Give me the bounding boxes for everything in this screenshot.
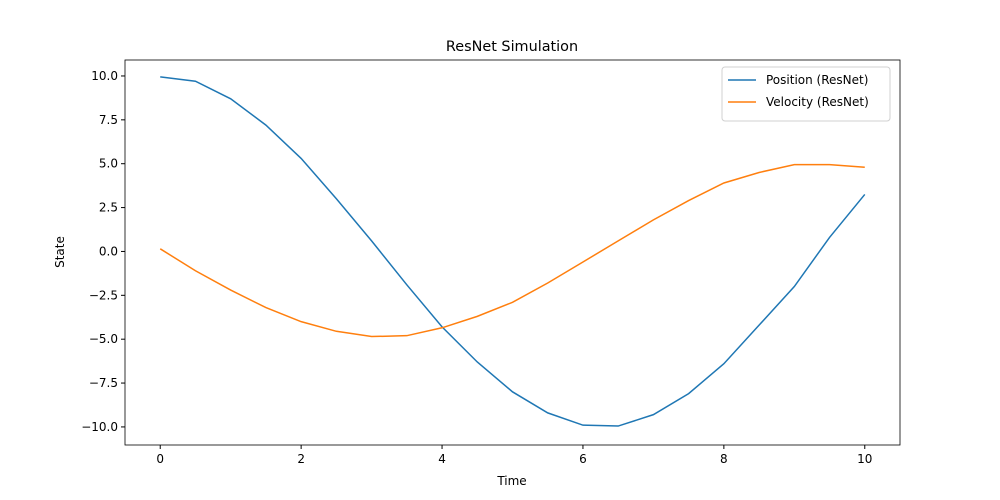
- y-tick-label: −10.0: [81, 420, 118, 434]
- line-series: [159, 163, 865, 338]
- x-tick-label: 0: [156, 452, 164, 466]
- x-tick-label: 6: [579, 452, 587, 466]
- y-tick-label: 10.0: [91, 69, 118, 83]
- legend-label: Velocity (ResNet): [766, 95, 869, 109]
- legend-label: Position (ResNet): [766, 73, 868, 87]
- y-tick-label: −7.5: [89, 376, 118, 390]
- x-axis-label: Time: [496, 474, 526, 488]
- y-tick-label: 0.0: [99, 244, 118, 258]
- y-tick-label: −2.5: [89, 288, 118, 302]
- x-tick-label: 8: [720, 452, 728, 466]
- y-tick-label: 7.5: [99, 113, 118, 127]
- chart-title: ResNet Simulation: [446, 39, 578, 55]
- plot-frame: [124, 59, 901, 446]
- y-tick-label: 5.0: [99, 157, 118, 171]
- legend-box: [721, 66, 891, 122]
- y-axis-label: State: [53, 236, 67, 268]
- x-tick-label: 10: [857, 452, 872, 466]
- y-tick-label: 2.5: [99, 201, 118, 215]
- line-series: [160, 76, 866, 427]
- y-tick-label: −5.0: [89, 332, 118, 346]
- x-tick-label: 2: [297, 452, 305, 466]
- legend: Position (ResNet) Velocity (ResNet): [721, 66, 891, 122]
- x-tick-label: 4: [438, 452, 446, 466]
